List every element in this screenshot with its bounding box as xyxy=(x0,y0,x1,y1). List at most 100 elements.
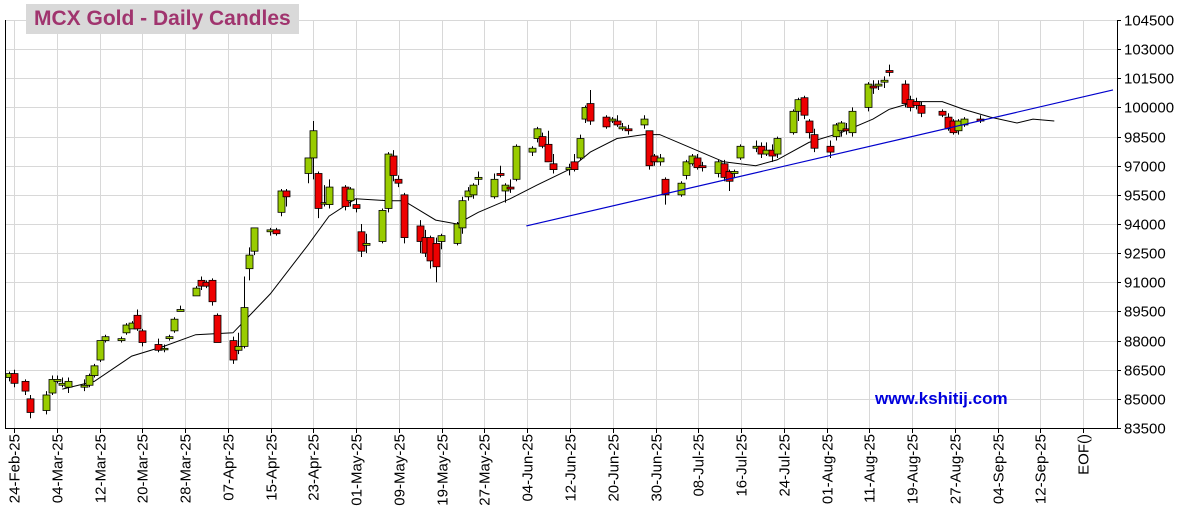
candle-body xyxy=(384,153,393,209)
candle-body xyxy=(826,145,835,153)
candle-body xyxy=(64,380,73,388)
candle-body xyxy=(608,118,617,122)
candle-body xyxy=(800,97,809,116)
candle-body xyxy=(96,340,105,361)
y-tick-label: 101500 xyxy=(1124,71,1174,88)
candle-body xyxy=(437,235,446,242)
candle-body xyxy=(837,122,846,132)
candle-body xyxy=(538,136,547,147)
moving-average-line xyxy=(62,101,1055,390)
candle-body xyxy=(154,344,163,351)
x-tick-label: 15-Apr-25 xyxy=(264,434,281,501)
x-tick-label: 04-Jun-25 xyxy=(520,434,537,502)
x-tick-label: 04-Sep-25 xyxy=(991,434,1008,504)
trendline xyxy=(526,89,1114,227)
candle-body xyxy=(912,101,921,106)
x-tick-label: 19-Aug-25 xyxy=(905,434,922,504)
candle-body xyxy=(645,130,654,167)
x-tick-label: 09-May-25 xyxy=(392,434,409,506)
candle-body xyxy=(698,165,707,169)
x-tick-label: 01-May-25 xyxy=(349,434,366,506)
candle-body xyxy=(736,145,745,159)
candle-body xyxy=(725,171,734,182)
candle-body xyxy=(378,209,387,242)
grid xyxy=(5,20,1117,429)
candle-body xyxy=(848,110,857,134)
x-tick-label: 28-Mar-25 xyxy=(178,434,195,503)
candle-body xyxy=(133,314,142,330)
candle-body xyxy=(304,157,313,174)
x-tick-label: 27-Aug-25 xyxy=(948,434,965,504)
candle-body xyxy=(458,200,467,229)
y-tick-label: 97000 xyxy=(1124,159,1166,176)
candle-body xyxy=(80,384,89,388)
candle-body xyxy=(90,365,99,376)
candle-body xyxy=(938,110,947,116)
candle-body xyxy=(640,118,649,126)
x-tick-label: 08-Jul-25 xyxy=(691,434,708,497)
y-tick-label: 95500 xyxy=(1124,188,1166,205)
y-tick-label: 86500 xyxy=(1124,363,1166,380)
candle-body xyxy=(389,155,398,176)
candle-body xyxy=(85,375,94,386)
y-tick-label: 89500 xyxy=(1124,304,1166,321)
candle-body xyxy=(618,126,627,130)
candle-body xyxy=(810,134,819,149)
candle-body xyxy=(42,394,51,411)
candle-body xyxy=(586,103,595,122)
candle-body xyxy=(10,373,19,384)
candle-body xyxy=(416,225,425,242)
watermark-link[interactable]: www.kshitij.com xyxy=(875,389,1008,408)
candle-body xyxy=(240,307,249,347)
candle-body xyxy=(101,336,110,341)
candle-body xyxy=(245,254,254,270)
x-tick-label: 12-Jun-25 xyxy=(563,434,580,502)
y-tick-label: 92500 xyxy=(1124,246,1166,263)
candle-body xyxy=(549,163,558,170)
candle-body xyxy=(496,173,505,176)
candle-body xyxy=(661,178,670,196)
candle-body xyxy=(432,243,441,268)
candle-body xyxy=(682,161,691,176)
candle-body xyxy=(170,318,179,332)
candle-body xyxy=(213,314,222,343)
x-tick-label: 04-Mar-25 xyxy=(50,434,67,503)
x-tick-label: 12-Sep-25 xyxy=(1033,434,1050,504)
moving-average-layer xyxy=(62,101,1055,390)
candles-layer xyxy=(5,64,985,419)
chart-title: MCX Gold - Daily Candles xyxy=(34,7,291,30)
candle-body xyxy=(160,347,169,351)
candle-body xyxy=(272,229,281,235)
candle-body xyxy=(325,186,334,205)
candle-body xyxy=(720,163,729,178)
candle-body xyxy=(357,231,366,252)
x-tick-label: 16-Jul-25 xyxy=(734,434,751,497)
candle-body xyxy=(21,380,30,392)
candle-body xyxy=(576,138,585,159)
candle-body xyxy=(400,194,409,239)
candle-body xyxy=(490,178,499,198)
candle-body xyxy=(352,204,361,209)
candle-body xyxy=(277,190,286,213)
x-tick-label: 12-Mar-25 xyxy=(93,434,110,503)
candle-body xyxy=(805,120,814,134)
candle-body xyxy=(512,145,521,180)
axes: 104500 103000 101500 100000 98500 97000 95500 9… xyxy=(5,13,1174,506)
y-tick-label: 100000 xyxy=(1124,100,1174,117)
y-tick-label: 91000 xyxy=(1124,275,1166,292)
candle-body xyxy=(864,83,873,108)
candle-body xyxy=(192,287,201,297)
x-tick-label: 20-Mar-25 xyxy=(135,434,152,503)
y-tick-label: 103000 xyxy=(1124,42,1174,59)
candle-body xyxy=(656,157,665,163)
candle-body xyxy=(314,173,323,209)
candle-body xyxy=(53,379,62,382)
candle-body xyxy=(48,379,57,394)
x-tick-label: EOF() xyxy=(1076,434,1093,475)
candle-body xyxy=(693,157,702,169)
x-tick-label: 27-May-25 xyxy=(477,434,494,506)
x-tick-label: 24-Jul-25 xyxy=(777,434,794,497)
candle-body xyxy=(362,243,371,246)
candle-body xyxy=(138,330,147,343)
